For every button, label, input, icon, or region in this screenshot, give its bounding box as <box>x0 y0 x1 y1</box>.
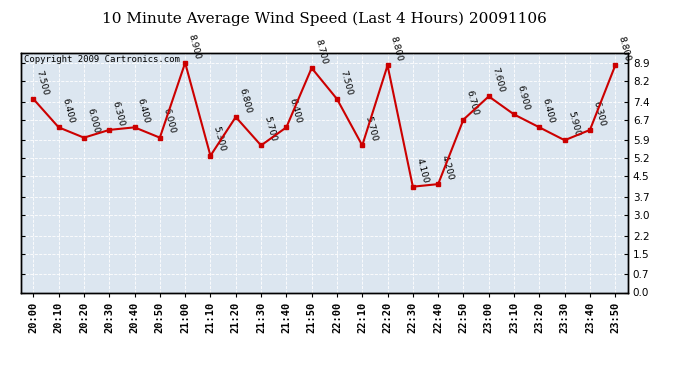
Text: 5.700: 5.700 <box>364 115 379 142</box>
Text: 8.700: 8.700 <box>313 38 328 65</box>
Text: 8.900: 8.900 <box>186 33 202 60</box>
Text: 6.000: 6.000 <box>86 108 101 135</box>
Text: 5.900: 5.900 <box>566 110 582 138</box>
Text: 6.800: 6.800 <box>237 87 253 114</box>
Text: 6.400: 6.400 <box>60 98 75 124</box>
Text: 8.800: 8.800 <box>617 35 632 63</box>
Text: 6.400: 6.400 <box>288 98 303 124</box>
Text: 6.300: 6.300 <box>110 100 126 127</box>
Text: 5.700: 5.700 <box>262 115 278 142</box>
Text: 4.200: 4.200 <box>440 154 455 182</box>
Text: Copyright 2009 Cartronics.com: Copyright 2009 Cartronics.com <box>23 55 179 64</box>
Text: 6.700: 6.700 <box>465 90 480 117</box>
Text: 5.300: 5.300 <box>212 126 227 153</box>
Text: 10 Minute Average Wind Speed (Last 4 Hours) 20091106: 10 Minute Average Wind Speed (Last 4 Hou… <box>102 11 546 26</box>
Text: 6.000: 6.000 <box>161 108 177 135</box>
Text: 7.600: 7.600 <box>490 66 506 94</box>
Text: 7.500: 7.500 <box>34 69 50 96</box>
Text: 6.400: 6.400 <box>136 98 151 124</box>
Text: 8.800: 8.800 <box>389 35 404 63</box>
Text: 6.400: 6.400 <box>541 98 556 124</box>
Text: 4.100: 4.100 <box>414 157 430 184</box>
Text: 7.500: 7.500 <box>338 69 354 96</box>
Text: 6.300: 6.300 <box>591 100 607 127</box>
Text: 6.900: 6.900 <box>515 84 531 112</box>
